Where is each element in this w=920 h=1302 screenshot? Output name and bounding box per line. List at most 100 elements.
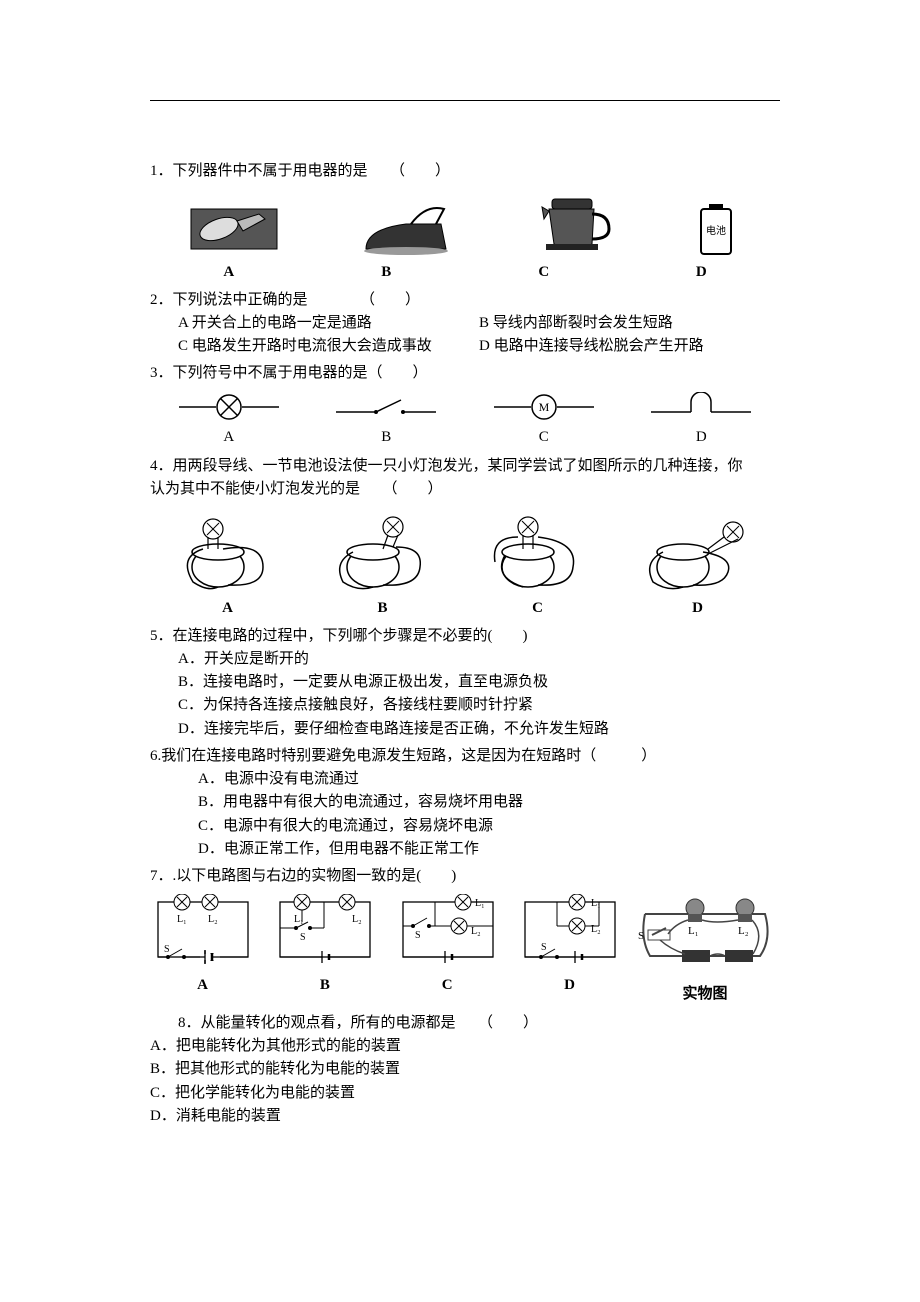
question-8: 8．从能量转化的观点看，所有的电源都是 （ ） A．把电能转化为其他形式的能的装… [150, 1012, 780, 1128]
circuit-c-icon [483, 507, 593, 597]
schematic-d-icon: L₁ L₂ S [517, 894, 622, 974]
q2-opt-d: D 电路中连接导线松脱会产生开路 [479, 335, 780, 358]
q3-symbols: A B M C [150, 392, 780, 449]
q1-label-c: C [465, 261, 623, 284]
q4-images: A B [150, 507, 780, 620]
q3-opt-b: B [331, 392, 441, 449]
physical-circuit-icon: S L₁ L₂ [630, 894, 780, 974]
q7-opt-a: L₁L₂ S A [150, 894, 255, 997]
svg-text:S: S [300, 932, 306, 943]
switch-symbol-icon [331, 392, 441, 422]
schematic-b-icon: L₁L₂ S [272, 894, 377, 974]
svg-text:S: S [164, 944, 170, 955]
q7-stem: 7．.以下电路图与右边的实物图一致的是( ) [150, 865, 780, 888]
q7-figures: L₁L₂ S A [150, 894, 780, 1006]
q1-opt-d: 电池 [691, 199, 741, 259]
q1-labels: A B C D [150, 261, 780, 284]
q7-opt-c: L₁ L₂ S [395, 894, 500, 997]
q8-opt-a: A．把电能转化为其他形式的能的装置 [150, 1035, 780, 1058]
q6-opt-c: C．电源中有很大的电流通过，容易烧坏电源 [150, 815, 780, 838]
svg-text:L₂: L₂ [352, 914, 362, 925]
q6-opt-d: D．电源正常工作，但用电器不能正常工作 [150, 838, 780, 861]
q4-opt-d: D [638, 507, 758, 620]
svg-text:电池: 电池 [706, 224, 726, 237]
svg-text:S: S [541, 942, 547, 953]
battery-icon: 电池 [691, 199, 741, 259]
q1-label-d: D [623, 261, 781, 284]
q4-label-d: D [638, 597, 758, 620]
svg-text:L₂: L₂ [738, 925, 749, 937]
q7-label-d: D [517, 974, 622, 997]
q4-label-a: A [173, 597, 283, 620]
q8-stem: 8．从能量转化的观点看，所有的电源都是 （ ） [150, 1012, 780, 1035]
svg-text:M: M [538, 400, 549, 414]
svg-text:L₂: L₂ [591, 924, 601, 935]
svg-text:L₁: L₁ [688, 925, 699, 937]
q6-stem: 6.我们在连接电路时特别要避免电源发生短路，这是因为在短路时（ ） [150, 745, 780, 768]
q4-stem1: 4．用两段导线、一节电池设法使一只小灯泡发光，某同学尝试了如图所示的几种连接，你 [150, 455, 780, 478]
q3-opt-a: A [174, 392, 284, 449]
circuit-d-icon [638, 507, 758, 597]
question-4: 4．用两段导线、一节电池设法使一只小灯泡发光，某同学尝试了如图所示的几种连接，你… [150, 455, 780, 621]
q1-opt-c [534, 189, 614, 259]
question-1: 1．下列器件中不属于用电器的是 （ ） [150, 160, 780, 285]
q5-opt-a: A．开关应是断开的 [150, 648, 780, 671]
kettle-icon [534, 189, 614, 259]
question-5: 5．在连接电路的过程中，下列哪个步骤是不必要的( ) A．开关应是断开的 B．连… [150, 625, 780, 741]
q1-stem: 1．下列器件中不属于用电器的是 （ ） [150, 160, 780, 183]
q4-label-c: C [483, 597, 593, 620]
q4-stem2: 认为其中不能使小灯泡发光的是 （ ） [150, 478, 780, 501]
q5-opt-c: C．为保持各连接点接触良好，各接线柱要顺时针拧紧 [150, 694, 780, 717]
q4-opt-b: B [328, 507, 438, 620]
q7-opt-d: L₁ L₂ S [517, 894, 622, 997]
q3-label-c: C [489, 426, 599, 449]
iron-icon [356, 199, 456, 259]
q5-stem: 5．在连接电路的过程中，下列哪个步骤是不必要的( ) [150, 625, 780, 648]
q3-label-a: A [174, 426, 284, 449]
q1-label-b: B [308, 261, 466, 284]
circuit-b-icon [328, 507, 438, 597]
q3-label-b: B [331, 426, 441, 449]
svg-text:L₁: L₁ [475, 898, 485, 909]
q1-images: 电池 [150, 189, 780, 259]
q3-label-d: D [646, 426, 756, 449]
q6-opt-b: B．用电器中有很大的电流通过，容易烧坏用电器 [150, 791, 780, 814]
svg-text:L₂: L₂ [471, 926, 481, 937]
q5-opt-b: B．连接电路时，一定要从电源正极出发，直至电源负极 [150, 671, 780, 694]
svg-text:S: S [638, 930, 644, 942]
schematic-c-icon: L₁ L₂ S [395, 894, 500, 974]
motor-symbol-icon: M [489, 392, 599, 422]
q8-opt-b: B．把其他形式的能转化为电能的装置 [150, 1058, 780, 1081]
worksheet-page: 1．下列器件中不属于用电器的是 （ ） [0, 0, 920, 1302]
q2-opt-a: A 开关合上的电路一定是通路 [178, 312, 479, 335]
question-2: 2．下列说法中正确的是 （ ） A 开关合上的电路一定是通路 B 导线内部断裂时… [150, 289, 780, 359]
q2-opt-c: C 电路发生开路时电流很大会造成事故 [178, 335, 479, 358]
q7-label-b: B [272, 974, 377, 997]
q1-label-a: A [150, 261, 308, 284]
question-6: 6.我们在连接电路时特别要避免电源发生短路，这是因为在短路时（ ） A．电源中没… [150, 745, 780, 861]
svg-text:L₂: L₂ [208, 914, 218, 925]
q3-opt-c: M C [489, 392, 599, 449]
q2-stem: 2．下列说法中正确的是 （ ） [150, 289, 780, 312]
circuit-a-icon [173, 507, 283, 597]
q7-physical-label: 实物图 [630, 983, 780, 1006]
q2-options: A 开关合上的电路一定是通路 B 导线内部断裂时会发生短路 C 电路发生开路时电… [150, 312, 780, 359]
q7-label-c: C [395, 974, 500, 997]
bell-symbol-icon [646, 392, 756, 422]
svg-text:S: S [415, 930, 421, 941]
schematic-a-icon: L₁L₂ S [150, 894, 255, 974]
q3-stem: 3．下列符号中不属于用电器的是（ ） [150, 362, 780, 385]
q7-opt-b: L₁L₂ S B [272, 894, 377, 997]
q5-opt-d: D．连接完毕后，要仔细检查电路连接是否正确，不允许发生短路 [150, 718, 780, 741]
q1-opt-b [356, 199, 456, 259]
q4-label-b: B [328, 597, 438, 620]
q8-opt-d: D．消耗电能的装置 [150, 1105, 780, 1128]
lamp-symbol-icon [174, 392, 284, 422]
q7-label-a: A [150, 974, 255, 997]
question-7: 7．.以下电路图与右边的实物图一致的是( ) L₁L₂ S [150, 865, 780, 1006]
q8-opt-c: C．把化学能转化为电能的装置 [150, 1082, 780, 1105]
q4-opt-c: C [483, 507, 593, 620]
q2-opt-b: B 导线内部断裂时会发生短路 [479, 312, 780, 335]
q6-opt-a: A．电源中没有电流通过 [150, 768, 780, 791]
bulb-icon [189, 199, 279, 259]
